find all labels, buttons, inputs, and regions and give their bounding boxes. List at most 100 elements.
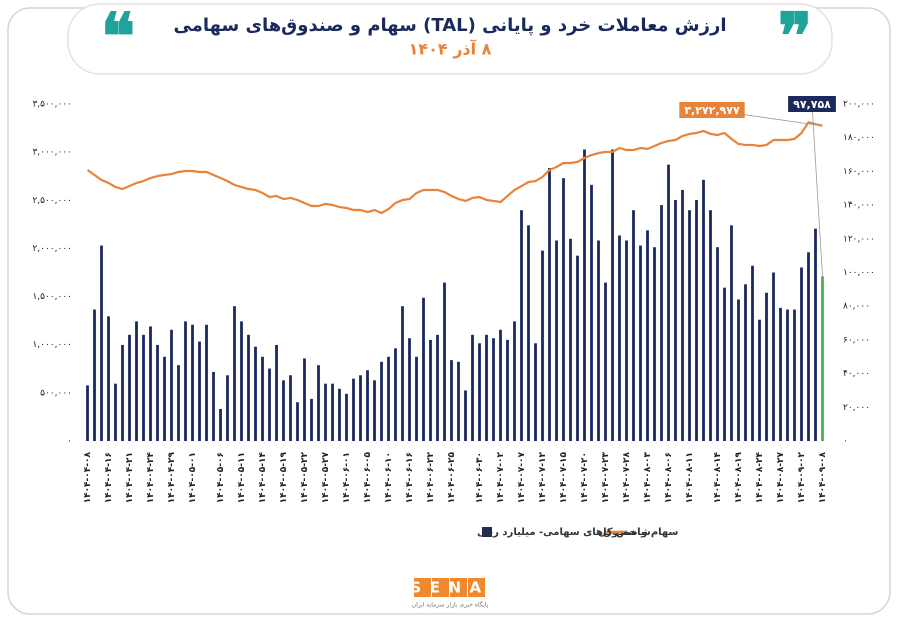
bar	[555, 240, 558, 441]
x-tick-label: ۱۴۰۴-۰۷-۰۷	[517, 451, 527, 503]
bar	[345, 393, 348, 441]
x-tick-label: ۱۴۰۴-۰۸-۲۴	[755, 451, 765, 503]
bar	[576, 255, 579, 441]
bar	[247, 334, 250, 441]
bar	[450, 360, 453, 441]
x-tick-label: ۱۴۰۴-۰۵-۰۱	[188, 452, 198, 503]
bar	[338, 388, 341, 441]
y2-tick-label: ۱۴۰,۰۰۰	[843, 201, 875, 211]
chart-title: ارزش معاملات خرد و پایانی (TAL) سهام و ص…	[173, 15, 726, 36]
bar	[310, 398, 313, 441]
bar	[548, 168, 551, 441]
x-tick-label: ۱۴۰۴-۰۵-۱۹	[279, 451, 289, 503]
y-tick-label: ۲,۵۰۰,۰۰۰	[32, 196, 72, 206]
bar	[212, 371, 215, 441]
bar	[457, 361, 460, 441]
x-tick-label: ۱۴۰۴-۰۵-۲۲	[300, 451, 310, 503]
bar	[275, 344, 278, 441]
x-tick-label: ۱۴۰۴-۰۷-۲۰	[580, 452, 590, 503]
bar	[261, 356, 264, 441]
bar	[716, 247, 719, 441]
x-tick-label: ۱۴۰۴-۰۸-۱۹	[734, 451, 744, 503]
bar	[667, 164, 670, 441]
y2-tick-label: ۱۰۰,۰۰۰	[843, 268, 875, 278]
bar	[359, 375, 362, 441]
bar	[625, 240, 628, 441]
bar	[618, 235, 621, 441]
x-tick-label: ۱۴۰۴-۰۷-۲۸	[622, 451, 632, 503]
bar	[100, 245, 103, 441]
bar	[744, 284, 747, 441]
bar	[149, 326, 152, 441]
y-tick-label: ۵۰۰,۰۰۰	[40, 388, 72, 398]
bar	[758, 319, 761, 441]
bar	[786, 309, 789, 441]
bar	[660, 205, 663, 441]
bar	[471, 334, 474, 441]
bar	[506, 339, 509, 441]
value-label: ۹۷,۷۵۸	[793, 98, 831, 111]
bar	[765, 292, 768, 441]
x-tick-label: ۱۴۰۴-۰۷-۱۵	[559, 451, 569, 503]
label-connector	[811, 103, 823, 277]
x-tick-label: ۱۴۰۴-۰۷-۰۲	[496, 451, 506, 503]
header-box	[67, 3, 833, 75]
chart-subtitle: ۸ آذر ۱۴۰۴	[409, 39, 492, 59]
bar	[436, 334, 439, 441]
bar	[702, 179, 705, 441]
bar	[268, 368, 271, 441]
y2-tick-label: ۴۰,۰۰۰	[843, 369, 870, 379]
bar	[352, 378, 355, 441]
line	[86, 121, 823, 215]
x-tick-label: ۱۴۰۴-۰۴-۲۴	[146, 451, 156, 503]
bar	[499, 329, 502, 441]
bar	[184, 321, 187, 441]
bar	[205, 324, 208, 441]
bar	[527, 225, 530, 441]
bar	[394, 348, 397, 441]
x-tick-label: ۱۴۰۴-۰۶-۲۵	[447, 451, 457, 503]
bar	[429, 339, 432, 441]
bar	[142, 334, 145, 441]
y2-tick-label: ۱۶۰,۰۰۰	[843, 167, 875, 177]
y2-tick-label: ۰	[843, 437, 848, 447]
bar	[814, 228, 817, 441]
bar	[114, 383, 117, 441]
bar	[485, 334, 488, 441]
y-tick-label: ۳,۵۰۰,۰۰۰	[32, 100, 72, 110]
y2-tick-label: ۶۰,۰۰۰	[843, 335, 870, 345]
bar	[730, 225, 733, 441]
bar	[590, 184, 593, 441]
x-tick-label: ۱۴۰۴-۰۹-۰۸	[818, 451, 828, 503]
bar	[107, 316, 110, 441]
bar	[163, 356, 166, 441]
x-tick-label: ۱۴۰۴-۰۷-۱۲	[538, 451, 548, 503]
x-tick-label: ۱۴۰۴-۰۸-۱۴	[713, 451, 723, 503]
bar	[317, 365, 320, 441]
bar	[772, 272, 775, 441]
bar	[366, 370, 369, 441]
bar	[93, 309, 96, 441]
quote-icon: ❞	[778, 0, 812, 75]
x-tick-label: ۱۴۰۴-۰۴-۲۹	[167, 451, 177, 503]
x-tick-label: ۱۴۰۴-۰۸-۲۷	[776, 451, 786, 503]
bar	[674, 200, 677, 441]
bar	[569, 238, 572, 441]
bar	[646, 230, 649, 441]
bar	[401, 306, 404, 441]
bar	[408, 338, 411, 441]
bar	[219, 408, 222, 441]
legend-swatch	[482, 527, 492, 537]
x-tick-label: ۱۴۰۴-۰۶-۰۵	[363, 451, 373, 503]
y-tick-label: ۲,۰۰۰,۰۰۰	[32, 244, 72, 254]
y2-tick-label: ۱۲۰,۰۰۰	[843, 234, 875, 244]
value-label-box	[788, 96, 836, 112]
bar	[254, 346, 257, 441]
bar	[779, 307, 782, 441]
bar	[821, 276, 824, 441]
bar	[723, 287, 726, 441]
bar	[653, 247, 656, 441]
bar	[443, 282, 446, 441]
y2-tick-label: ۲۰۰,۰۰۰	[843, 100, 875, 110]
